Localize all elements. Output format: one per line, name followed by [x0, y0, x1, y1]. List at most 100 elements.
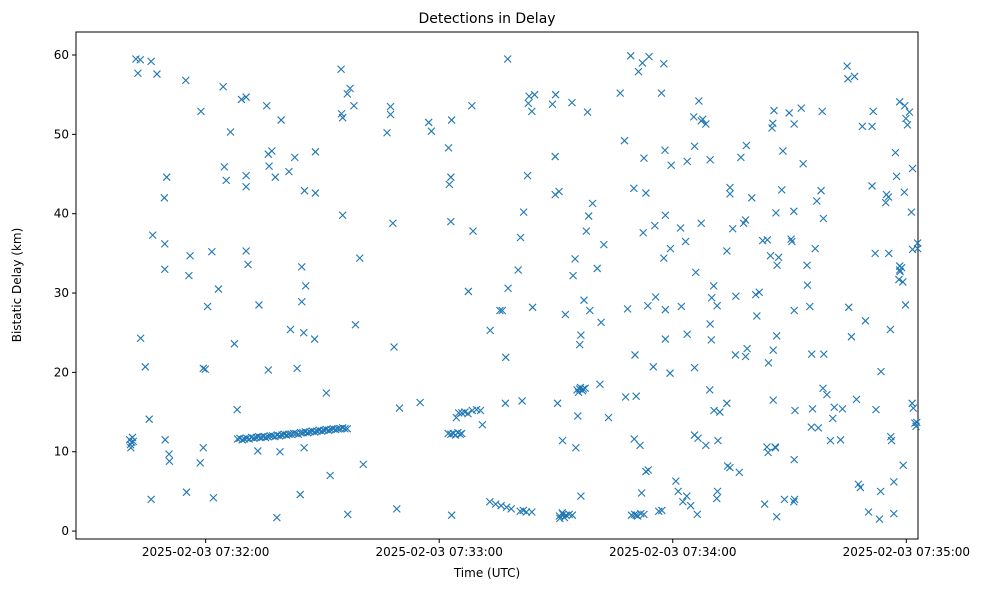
data-point-marker [558, 436, 567, 445]
data-point-marker [560, 513, 569, 522]
data-point-marker [496, 306, 504, 315]
data-point-marker [275, 431, 284, 440]
data-point-marker [785, 109, 794, 117]
data-point-marker [502, 503, 511, 512]
data-point-marker [769, 346, 778, 355]
data-point-marker [478, 420, 487, 429]
data-point-marker [153, 70, 161, 78]
data-point-marker [350, 101, 358, 110]
data-point-marker [297, 297, 306, 306]
data-point-marker [185, 271, 193, 280]
data-point-marker [674, 487, 683, 496]
data-point-marker [657, 89, 666, 97]
data-point-marker [522, 508, 531, 516]
data-point-marker [289, 429, 298, 438]
data-point-marker [444, 143, 453, 152]
data-point-marker [884, 249, 893, 258]
data-point-marker [604, 413, 613, 422]
data-point-marker [884, 193, 893, 201]
data-point-marker [642, 189, 650, 197]
data-point-marker [233, 435, 242, 443]
data-point-marker [887, 436, 896, 445]
data-point-marker [268, 431, 277, 440]
data-point-marker [136, 55, 145, 64]
data-point-marker [905, 108, 914, 117]
data-point-marker [752, 312, 761, 320]
data-point-marker [582, 227, 591, 236]
data-point-marker [343, 89, 352, 98]
data-point-marker [632, 511, 641, 520]
data-point-marker [324, 426, 333, 435]
data-point-marker [597, 318, 606, 327]
x-axis: 2025-02-03 07:32:00 2025-02-03 07:33:00 20… [142, 539, 970, 559]
data-point-marker [136, 334, 145, 343]
data-point-marker [272, 513, 281, 522]
data-point-marker [548, 100, 557, 109]
data-point-marker [861, 316, 870, 325]
data-point-marker [722, 247, 731, 255]
data-point-marker [501, 353, 510, 362]
data-point-marker [388, 219, 397, 228]
data-point-marker [568, 511, 577, 520]
data-point-marker [148, 231, 157, 240]
data-point-marker [476, 406, 485, 415]
data-point-marker [769, 396, 778, 405]
data-point-marker [300, 186, 309, 195]
data-point-marker [359, 460, 368, 469]
data-point-marker [141, 362, 150, 371]
data-point-marker [671, 477, 680, 485]
data-point-marker [902, 114, 910, 123]
data-point-marker [694, 434, 702, 443]
data-point-marker [847, 332, 856, 341]
data-point-marker [355, 254, 364, 263]
data-point-marker [568, 98, 576, 107]
data-point-marker [774, 253, 783, 262]
data-point-marker [908, 164, 917, 173]
data-point-marker [823, 390, 831, 399]
data-point-marker [666, 244, 675, 253]
data-point-marker [797, 104, 806, 113]
data-point-marker [747, 193, 756, 202]
data-point-marker [705, 385, 714, 394]
data-point-marker [343, 510, 352, 519]
data-point-marker [751, 290, 760, 299]
data-point-marker [666, 369, 674, 378]
data-point-marker [777, 186, 786, 194]
data-point-marker [912, 422, 920, 431]
data-point-marker [830, 403, 839, 412]
data-point-marker [791, 406, 799, 415]
data-point-marker [898, 278, 907, 286]
data-point-marker [276, 447, 284, 456]
data-point-marker [661, 305, 670, 314]
data-point-marker [787, 235, 795, 243]
data-point-marker [836, 435, 845, 444]
data-point-marker [209, 493, 218, 502]
data-point-marker [165, 457, 174, 466]
data-point-marker [161, 435, 170, 444]
data-point-marker [844, 303, 853, 312]
y-tick-label: 30 [54, 286, 69, 300]
data-point-marker [799, 159, 808, 168]
data-point-marker [735, 468, 744, 477]
data-point-marker [583, 108, 592, 117]
data-point-marker [293, 364, 301, 373]
data-point-marker [338, 424, 347, 432]
data-point-marker [773, 261, 781, 270]
data-point-marker [789, 207, 798, 216]
data-point-marker [741, 216, 750, 224]
data-point-marker [129, 437, 138, 446]
data-point-marker [514, 266, 523, 274]
data-point-marker [569, 271, 577, 280]
data-point-marker [768, 119, 777, 128]
data-point-marker [310, 427, 319, 436]
data-point-marker [447, 116, 456, 124]
data-point-marker [577, 331, 585, 339]
y-tick-label: 0 [61, 524, 69, 538]
data-point-marker [877, 367, 885, 376]
data-point-marker [852, 395, 861, 404]
data-point-marker [454, 408, 463, 417]
data-point-marker [584, 212, 593, 220]
data-point-marker [623, 305, 632, 313]
data-point-marker [446, 217, 455, 226]
